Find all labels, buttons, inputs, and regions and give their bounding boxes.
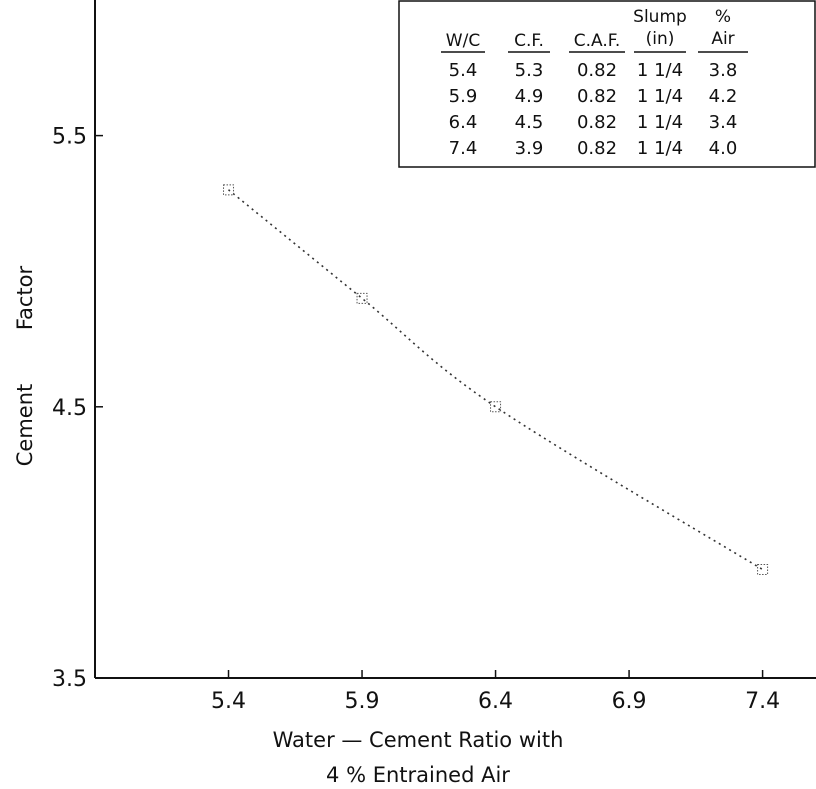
table-cell: 6.4 <box>449 112 478 133</box>
table-cell: 0.82 <box>577 60 617 81</box>
table-cell: 1 1/4 <box>637 112 683 133</box>
table-cell: 3.4 <box>709 112 738 133</box>
y-axis-label-cement: Cement <box>13 384 37 467</box>
table-header-bottom: (in) <box>646 29 675 49</box>
table-cell: 3.8 <box>709 60 738 81</box>
data-point <box>757 564 769 576</box>
table-cell: 0.82 <box>577 86 617 107</box>
data-curve <box>227 189 764 571</box>
data-point <box>223 184 235 196</box>
table-cell: 3.9 <box>515 138 544 159</box>
x-tick-label: 7.4 <box>745 689 780 714</box>
x-axis-label-line2: 4 % Entrained Air <box>326 763 510 787</box>
table-cell: 4.9 <box>515 86 544 107</box>
table-cell: 1 1/4 <box>637 60 683 81</box>
y-tick-label: 5.5 <box>52 125 87 150</box>
table-cell: 4.2 <box>709 86 738 107</box>
y-axis-label-factor: Factor <box>13 266 37 331</box>
data-point <box>490 401 502 413</box>
plot-frame <box>94 0 816 679</box>
table-cell: 4.0 <box>709 138 738 159</box>
table-header: W/C <box>446 31 480 51</box>
y-tick-label: 3.5 <box>52 667 87 692</box>
table-header: C.A.F. <box>574 31 620 51</box>
table-cell: 0.82 <box>577 112 617 133</box>
x-tick-label: 5.4 <box>211 689 246 714</box>
table-cell: 5.3 <box>515 60 544 81</box>
x-axis-ticks: 5.4 5.9 6.4 6.9 7.4 <box>211 670 780 714</box>
y-tick-label: 4.5 <box>52 396 87 421</box>
inset-table: W/C C.F. C.A.F. Slump(in)%Air 5.4 5.3 0.82 1 1/… <box>398 0 816 168</box>
table-cell: 7.4 <box>449 138 478 159</box>
x-tick-label: 6.4 <box>478 689 513 714</box>
table-cell: 0.82 <box>577 138 617 159</box>
curve-line <box>227 189 764 571</box>
x-tick-label: 6.9 <box>612 689 647 714</box>
table-cell: 5.9 <box>449 86 478 107</box>
x-tick-label: 5.9 <box>345 689 380 714</box>
table-header-bottom: Air <box>711 29 734 49</box>
table-cell: 5.4 <box>449 60 478 81</box>
data-point <box>356 292 368 304</box>
table-header: C.F. <box>514 31 544 51</box>
inset-table-border <box>398 0 816 168</box>
table-cell: 1 1/4 <box>637 86 683 107</box>
x-axis-label-line1: Water — Cement Ratio with <box>273 728 564 752</box>
table-cell: 4.5 <box>515 112 544 133</box>
table-header-top: % <box>715 7 731 27</box>
table-cell: 1 1/4 <box>637 138 683 159</box>
data-points <box>223 184 769 576</box>
table-header-top: Slump <box>633 7 687 27</box>
y-axis-ticks: 3.5 4.5 5.5 <box>52 125 103 692</box>
